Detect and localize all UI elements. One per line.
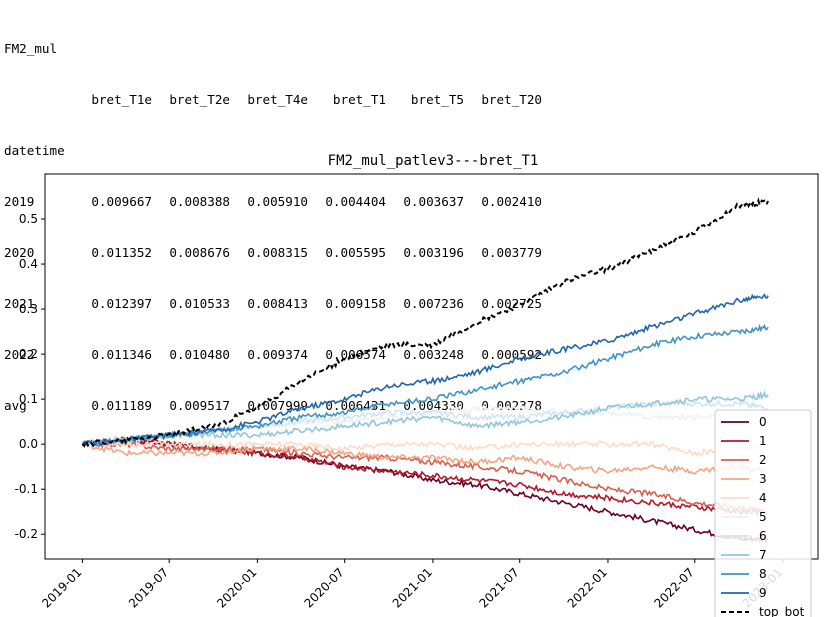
- table-cell: 0.010480: [169, 347, 230, 362]
- y-tick-label: 0.3: [19, 302, 38, 316]
- table-cell: 0.008315: [247, 245, 308, 260]
- column-header: bret_T1e: [91, 92, 152, 107]
- series-line-7: [82, 390, 769, 447]
- series-line-6: [81, 399, 769, 447]
- series-line-2: [82, 440, 769, 516]
- table-cell: 0.003196: [403, 245, 464, 260]
- y-axis: -0.2 -0.1 0.0 0.1 0.2 0.3 0.4 0.5: [15, 212, 45, 541]
- plot-frame: [44, 173, 819, 560]
- table-cell: 0.007236: [403, 296, 464, 311]
- chart-title: FM2_mul_patlev3---bret_T1: [328, 153, 539, 169]
- x-tick-label: 2019-07: [126, 565, 171, 610]
- table-row: 2021 0.012397 0.010533 0.008413 0.009158…: [4, 295, 542, 312]
- table-cell: 0.002410: [481, 194, 542, 209]
- x-tick-label: 2020-07: [301, 565, 346, 610]
- table-cell: 0.008413: [247, 296, 308, 311]
- legend-label: 8: [759, 567, 767, 581]
- legend-label: 4: [759, 491, 767, 505]
- legend-label: 1: [759, 434, 767, 448]
- x-tick-label: 2021-07: [477, 565, 522, 610]
- row-label: 2019: [4, 194, 35, 209]
- series-lines: [81, 196, 770, 544]
- table-cell: 0.005595: [325, 245, 386, 260]
- table-cell: 0.011352: [91, 245, 152, 260]
- y-tick-label: 0.1: [19, 392, 38, 406]
- column-header: bret_T2e: [169, 92, 230, 107]
- legend-label: 5: [759, 510, 767, 524]
- y-tick-label: 0.5: [19, 212, 38, 226]
- x-axis: 2019-01 2019-07 2020-01 2020-07 2021-01 2021-…: [39, 559, 785, 611]
- table-row: 2020 0.011352 0.008676 0.008315 0.005595…: [4, 244, 542, 261]
- series-line-1: [81, 436, 769, 518]
- row-label: avg: [4, 398, 27, 413]
- table-cell: 0.003779: [481, 245, 542, 260]
- table-cell: 0.012397: [91, 296, 152, 311]
- column-header: bret_T5: [410, 92, 464, 107]
- table-row: 2019 0.009667 0.008388 0.005910 0.004404…: [4, 193, 542, 210]
- row-label: 2022: [4, 347, 35, 362]
- series-line-9: [81, 293, 769, 447]
- table-row: avg 0.011189 0.009517 0.007999 0.006431 …: [4, 397, 542, 414]
- table-cell: 0.003248: [403, 347, 464, 362]
- line-chart: FM2_mul_patlev3---bret_T1 -0.2 -0.1 0.0 0.1…: [15, 153, 819, 617]
- column-header-row: bret_T1e bret_T2e bret_T4e bret_T1 bret_…: [4, 91, 542, 108]
- table-cell: 0.010533: [169, 296, 230, 311]
- table-cell: 0.009158: [325, 296, 386, 311]
- output-table: FM2_mul bret_T1e bret_T2e bret_T4e bret_…: [4, 6, 542, 431]
- row-label: 2021: [4, 296, 35, 311]
- row-label: 2020: [4, 245, 35, 260]
- x-tick-label: 2022-07: [652, 565, 697, 610]
- x-tick-label: 2019-01: [39, 565, 84, 610]
- y-tick-label: 0.2: [19, 347, 38, 361]
- y-tick-label: 0.4: [19, 257, 38, 271]
- table-cell: 0.008388: [169, 194, 230, 209]
- series-line-3: [82, 442, 769, 475]
- table-cell: 0.004404: [325, 194, 386, 209]
- y-tick-label: -0.1: [15, 482, 38, 496]
- legend-box: [714, 409, 812, 617]
- series-line-4: [81, 439, 769, 457]
- table-cell: 0.002725: [481, 296, 542, 311]
- legend-label: 7: [759, 548, 767, 562]
- legend-label: 2: [759, 453, 767, 467]
- output-title: FM2_mul: [4, 41, 58, 56]
- index-name: datetime: [4, 143, 65, 158]
- y-tick-label: 0.0: [19, 437, 38, 451]
- legend-label: 0: [759, 415, 767, 429]
- table-cell: 0.011189: [91, 398, 152, 413]
- x-tick-label: 2021-01: [390, 565, 435, 610]
- table-cell: 0.011346: [91, 347, 152, 362]
- table-cell: 0.008676: [169, 245, 230, 260]
- legend-label: 9: [759, 586, 767, 600]
- legend-label: 6: [759, 529, 767, 543]
- column-header: bret_T1: [332, 92, 386, 107]
- x-tick-label: 2020-01: [214, 565, 259, 610]
- legend-label: top_bot: [759, 605, 805, 617]
- y-tick-label: -0.2: [15, 527, 38, 541]
- table-cell: 0.009374: [247, 347, 308, 362]
- legend: 0 1 2 3 4 5 6 7 8 9 top_bot: [714, 409, 812, 617]
- table-cell: 0.005910: [247, 194, 308, 209]
- table-cell: 0.009517: [169, 398, 230, 413]
- table-cell: 0.009667: [91, 194, 152, 209]
- legend-label: 3: [759, 472, 767, 486]
- column-header: bret_T4e: [247, 92, 308, 107]
- table-cell: 0.003637: [403, 194, 464, 209]
- column-header: bret_T20: [481, 92, 542, 107]
- x-tick-label: 2022-01: [565, 565, 610, 610]
- series-line-top_bot: [81, 196, 770, 448]
